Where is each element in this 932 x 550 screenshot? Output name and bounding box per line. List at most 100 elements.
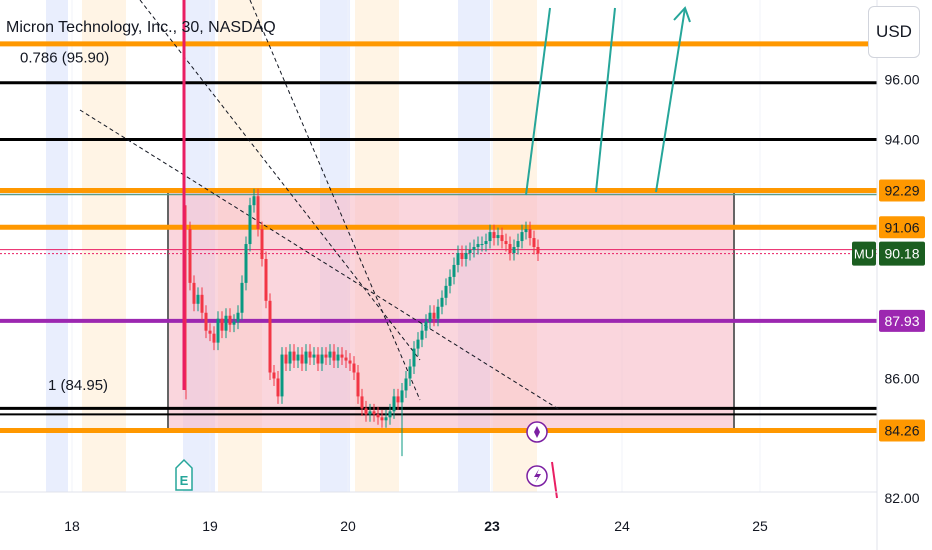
candle-body bbox=[360, 396, 364, 409]
candle-body bbox=[416, 339, 420, 349]
candle-body bbox=[320, 354, 324, 364]
projection-arrow[interactable] bbox=[525, 7, 551, 196]
red-tick-mark bbox=[551, 461, 558, 499]
candle-body bbox=[272, 372, 276, 379]
candle-body bbox=[356, 372, 360, 397]
fib-label: 1 (84.95) bbox=[48, 377, 108, 394]
candle-body bbox=[424, 321, 428, 331]
candle-body bbox=[460, 252, 464, 259]
candle-body bbox=[264, 258, 268, 301]
candle-body bbox=[444, 285, 448, 298]
candle-body bbox=[192, 282, 196, 304]
candle-body bbox=[296, 354, 300, 361]
candle-body bbox=[392, 396, 396, 412]
candle-body bbox=[376, 414, 380, 418]
candle-body bbox=[380, 417, 384, 421]
candle-body bbox=[224, 315, 228, 331]
candle-body bbox=[488, 232, 492, 242]
candle-body bbox=[228, 315, 232, 325]
candle-body bbox=[232, 321, 236, 325]
candle-body bbox=[244, 244, 248, 283]
candle-body bbox=[212, 333, 216, 343]
candle-body bbox=[408, 366, 412, 379]
symbol-badge[interactable] bbox=[852, 241, 876, 266]
candle-body bbox=[528, 229, 532, 239]
candle-body bbox=[240, 282, 244, 313]
candle-body bbox=[220, 318, 224, 331]
trend-line[interactable] bbox=[249, 0, 421, 401]
candle-body bbox=[268, 300, 272, 373]
candle-body bbox=[204, 312, 208, 331]
candle-body bbox=[188, 229, 192, 283]
dividend-diamond-icon bbox=[534, 426, 540, 438]
candle-body bbox=[508, 244, 512, 253]
price-badge bbox=[879, 419, 925, 442]
candle-body bbox=[452, 264, 456, 277]
candle-body bbox=[476, 244, 480, 248]
earnings-letter: E bbox=[180, 473, 189, 488]
candle-body bbox=[328, 351, 332, 358]
candle-body bbox=[440, 297, 444, 307]
candle-body bbox=[336, 354, 340, 361]
price-tick-label: 94.00 bbox=[884, 131, 919, 147]
chart-title: Micron Technology, Inc., 30, NASDAQ bbox=[6, 19, 276, 36]
earnings-badge bbox=[175, 458, 193, 491]
candle-body bbox=[372, 411, 376, 415]
candle-body bbox=[420, 330, 424, 340]
candle-body bbox=[284, 354, 288, 364]
candle-body bbox=[332, 351, 336, 361]
price-tick-label: 87.93 bbox=[884, 313, 919, 329]
candle-body bbox=[504, 241, 508, 245]
candle-body bbox=[468, 250, 472, 253]
price-badge bbox=[879, 216, 925, 239]
candle-body bbox=[396, 396, 400, 403]
candle-body bbox=[340, 354, 344, 358]
candle-body bbox=[236, 312, 240, 322]
candle-body bbox=[472, 247, 476, 251]
candle-body bbox=[292, 351, 296, 361]
candle-body bbox=[388, 411, 392, 418]
candle-body bbox=[280, 354, 284, 397]
trend-line[interactable] bbox=[79, 109, 561, 411]
last-price-label: 90.18 bbox=[884, 246, 919, 262]
currency-button[interactable]: USD bbox=[868, 6, 920, 58]
candle-body bbox=[492, 232, 496, 239]
price-tick-label: 86.00 bbox=[884, 370, 919, 386]
candle-body bbox=[536, 247, 540, 254]
candle-body bbox=[436, 306, 440, 319]
candle-body bbox=[364, 408, 368, 415]
candle-body bbox=[448, 276, 452, 286]
candle-body bbox=[276, 378, 280, 397]
projection-arrow[interactable] bbox=[595, 7, 616, 193]
candle-body bbox=[512, 247, 516, 253]
earnings-marker[interactable]: E bbox=[175, 458, 193, 491]
last-price-badge bbox=[879, 241, 925, 266]
candle-body bbox=[520, 232, 524, 242]
candle-body bbox=[500, 235, 504, 242]
price-badge bbox=[879, 309, 925, 332]
candle-body bbox=[288, 351, 292, 364]
candle-body bbox=[344, 357, 348, 361]
projection-arrow[interactable] bbox=[655, 7, 686, 193]
candle-body bbox=[348, 360, 352, 364]
candle-body bbox=[516, 241, 520, 248]
price-tick-label: 96.00 bbox=[884, 72, 919, 88]
candle-body bbox=[196, 294, 200, 304]
time-tick-label: 23 bbox=[484, 518, 500, 534]
candle-body bbox=[412, 348, 416, 367]
candle-body bbox=[308, 351, 312, 358]
candle-body bbox=[200, 294, 204, 313]
trend-line[interactable] bbox=[139, 0, 421, 361]
arrow-head bbox=[673, 6, 691, 23]
candle-body bbox=[456, 252, 460, 265]
candle-body bbox=[208, 330, 212, 334]
candle-body bbox=[404, 378, 408, 391]
session-band bbox=[82, 0, 126, 492]
candle-body bbox=[532, 238, 536, 248]
candle-body bbox=[324, 354, 328, 358]
candle-body bbox=[312, 354, 316, 358]
candle-body bbox=[480, 244, 484, 246]
candle-body bbox=[484, 241, 488, 245]
candle-body bbox=[432, 312, 436, 319]
